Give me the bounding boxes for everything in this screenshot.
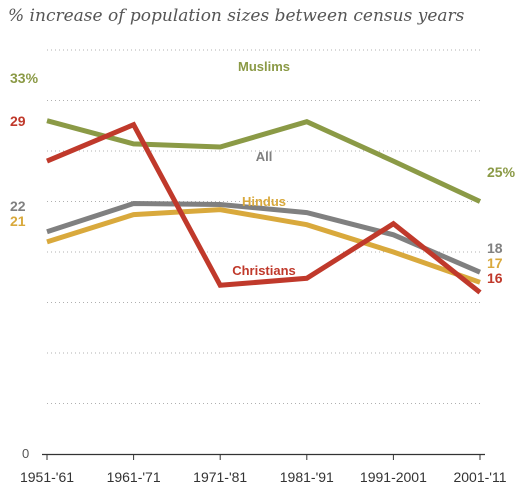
x-tick-label: 1951-'61	[20, 469, 74, 485]
start-value-muslims: 33%	[10, 70, 39, 86]
y-tick-label-0: 0	[22, 446, 29, 461]
series-line-all	[46, 200, 481, 275]
x-tick-label: 1991-2001	[360, 469, 427, 485]
series-name-muslims: Muslims	[238, 59, 290, 74]
start-value-christians: 29	[10, 113, 26, 129]
end-value-all: 18	[487, 240, 503, 256]
end-value-hindus: 17	[487, 255, 503, 271]
end-value-muslims: 25%	[487, 164, 516, 180]
chart-title: % increase of population sizes between c…	[8, 6, 465, 26]
series-line-hindus	[46, 207, 481, 285]
start-value-all: 22	[10, 198, 26, 214]
series-lines	[46, 118, 482, 295]
x-tick-label: 1961-'71	[107, 469, 161, 485]
x-axis: 1951-'61 1961-'71 1971-'81 1981-'91 1991-200…	[20, 453, 507, 485]
gridlines	[47, 49, 480, 404]
x-tick-label: 1981-'91	[280, 469, 334, 485]
series-labels: Muslims 33% 25% All 22 18 Hindus 21 17 Christians…	[10, 59, 516, 286]
series-line-muslims	[46, 118, 482, 204]
x-tick-label: 1971-'81	[193, 469, 247, 485]
series-line-christians	[46, 121, 482, 295]
x-tick-label: 2001-'11	[453, 469, 506, 485]
end-value-christians: 16	[487, 270, 503, 286]
series-name-christians: Christians	[232, 263, 296, 278]
series-name-hindus: Hindus	[242, 194, 286, 209]
start-value-hindus: 21	[10, 213, 26, 229]
series-name-all: All	[256, 149, 273, 164]
